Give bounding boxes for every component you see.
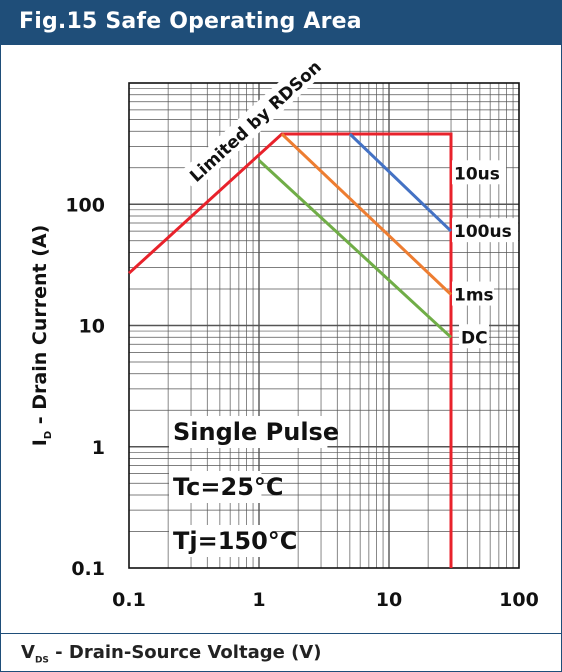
- plot-area: 10us 100us 1ms DC 0.1 1 10 100 0.1 1 10 100 ID - Dra…: [1, 45, 561, 633]
- series-line-10us: [127, 132, 453, 568]
- series-label-1ms: 1ms: [454, 286, 494, 306]
- chart-title: Fig.15 Safe Operating Area: [19, 9, 362, 34]
- series-label-10us: 10us: [454, 164, 500, 184]
- series-line-DC: [257, 159, 453, 339]
- annotation-bg-single_pulse: [169, 416, 328, 448]
- series-label-bg: [452, 218, 519, 243]
- soa-chart: 10us 100us 1ms DC 0.1 1 10 100 0.1 1 10 100 ID - Dra…: [29, 57, 539, 611]
- annotation-bg-tj: [169, 525, 275, 557]
- annotation-tj: Tj=150°C: [173, 527, 297, 555]
- series-label-DC: DC: [461, 328, 488, 348]
- x-axis-label-rest: - Drain-Source Voltage (V): [48, 642, 322, 663]
- x-tick-label: 1: [252, 589, 265, 611]
- y-tick-label: 1: [92, 437, 105, 459]
- annotation-tc: Tc=25°C: [173, 473, 284, 501]
- series-label-bg: [459, 324, 490, 349]
- y-tick-label: 10: [79, 316, 105, 338]
- y-axis-label: ID - Drain Current (A): [29, 225, 54, 447]
- series-line-1ms: [280, 132, 453, 296]
- x-tick-label: 100: [499, 589, 539, 611]
- x-axis-label-main: V: [21, 642, 35, 663]
- y-tick-label: 100: [65, 194, 105, 216]
- annotation-bg-tc: [169, 471, 262, 503]
- chart-footer: VDS - Drain-Source Voltage (V): [1, 633, 561, 672]
- rdson-label-bg: [179, 58, 322, 191]
- series-line-100us: [348, 132, 453, 233]
- x-tick-label: 10: [376, 589, 402, 611]
- plot-border: [128, 82, 520, 569]
- annotation-single_pulse: Single Pulse: [173, 418, 339, 446]
- chart-header: Fig.15 Safe Operating Area: [1, 1, 561, 45]
- series-label-100us: 100us: [454, 222, 512, 242]
- x-axis-label-sub: DS: [34, 655, 49, 666]
- x-tick-label: 0.1: [112, 589, 146, 611]
- y-tick-label: 0.1: [71, 558, 105, 580]
- x-axis-label: VDS - Drain-Source Voltage (V): [21, 642, 321, 666]
- series-label-bg: [452, 160, 507, 185]
- series-label-bg: [452, 281, 495, 306]
